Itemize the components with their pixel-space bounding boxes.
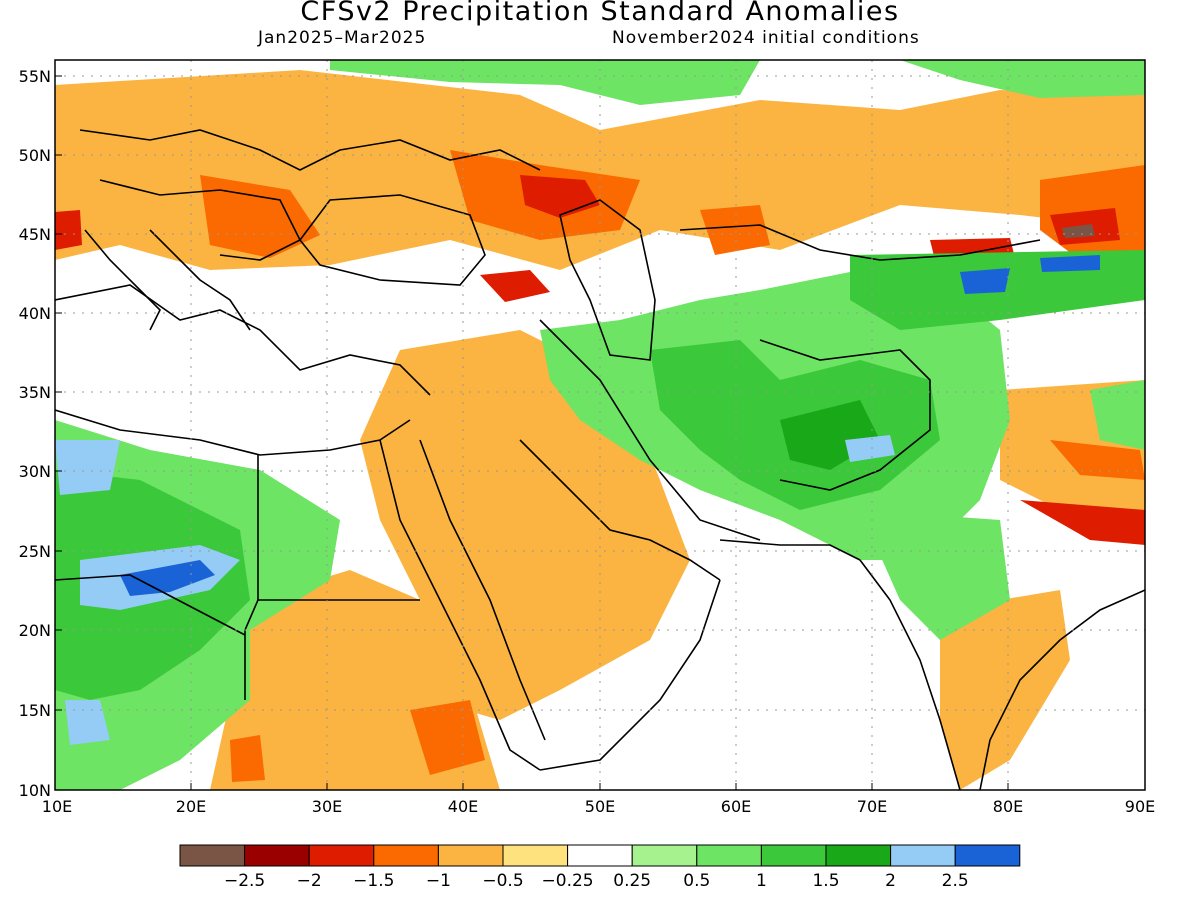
dry-west-edge bbox=[55, 210, 82, 250]
legend-swatch bbox=[696, 844, 762, 867]
lat-tick: 20N bbox=[19, 621, 51, 640]
legend-swatch bbox=[308, 844, 375, 867]
legend-swatch bbox=[567, 844, 633, 867]
wet-india-northeast bbox=[860, 510, 1010, 640]
legend-label: −0.5 bbox=[482, 871, 523, 891]
lon-tick: 20E bbox=[176, 797, 206, 816]
legend-label: 1 bbox=[756, 871, 767, 891]
legend-swatch bbox=[760, 844, 827, 867]
dry-africa-core bbox=[410, 700, 485, 775]
lon-tick: 60E bbox=[721, 797, 751, 816]
lat-tick: 40N bbox=[19, 304, 51, 323]
legend-swatch bbox=[890, 844, 956, 867]
lon-tick: 30E bbox=[312, 797, 342, 816]
lat-tick-marks bbox=[55, 75, 62, 711]
afghan-border bbox=[759, 339, 931, 491]
pakistan-coast bbox=[719, 539, 861, 561]
iran-border bbox=[539, 319, 761, 541]
black-sea bbox=[298, 194, 486, 286]
legend-label: −1.5 bbox=[353, 871, 394, 891]
legend-swatch bbox=[244, 844, 310, 867]
wet-kyrgyz-core-2 bbox=[1040, 255, 1100, 272]
longitude-axis: 10E 20E 30E 40E 50E 60E 70E 80E 90E bbox=[42, 797, 1155, 816]
lat-tick: 45N bbox=[19, 225, 51, 244]
legend-label: −0.25 bbox=[542, 871, 594, 891]
graticule bbox=[55, 60, 1145, 790]
legend-swatch bbox=[179, 844, 246, 867]
dry-tibet-core bbox=[1050, 440, 1145, 480]
dry-africa-core-2 bbox=[230, 735, 265, 782]
lon-tick: 70E bbox=[857, 797, 887, 816]
legend-swatch bbox=[502, 844, 569, 867]
legend-label: −2.5 bbox=[224, 871, 265, 891]
initial-conditions: November2024 initial conditions bbox=[612, 28, 920, 48]
europe-borders-2 bbox=[99, 179, 302, 261]
legend-swatch bbox=[437, 844, 504, 867]
legend-label: 0.25 bbox=[613, 871, 651, 891]
legend-swatch bbox=[825, 844, 892, 867]
lon-tick: 50E bbox=[585, 797, 615, 816]
coastlines bbox=[55, 129, 1145, 790]
wet-libya-light bbox=[55, 440, 120, 495]
egypt-libya-border bbox=[244, 455, 259, 700]
balkan-coast bbox=[149, 229, 251, 331]
dry-india bbox=[940, 590, 1070, 790]
dry-europe-core-1 bbox=[200, 175, 320, 258]
italy bbox=[84, 229, 161, 331]
legend-label: 2 bbox=[885, 871, 896, 891]
wet-afghan-light bbox=[845, 435, 895, 462]
lat-tick: 10N bbox=[19, 781, 51, 800]
legend-swatch bbox=[373, 844, 439, 867]
arabia-south bbox=[539, 579, 721, 771]
wet-north-strip bbox=[330, 60, 760, 105]
caspian-sea bbox=[559, 199, 656, 361]
color-legend: −2.5 −2 −1.5 −1 −0.5 −0.25 0.25 0.5 1 1.5 2 2.5 bbox=[179, 844, 1021, 891]
lon-tick: 90E bbox=[1125, 797, 1155, 816]
lon-tick: 80E bbox=[993, 797, 1023, 816]
red-sea bbox=[379, 439, 541, 771]
wet-northeast-strip bbox=[900, 60, 1145, 98]
lat-tick: 30N bbox=[19, 462, 51, 481]
lon-tick: 40E bbox=[448, 797, 478, 816]
legend-swatch bbox=[954, 844, 1021, 867]
legend-label: −2 bbox=[297, 871, 322, 891]
india-west-coast bbox=[859, 559, 961, 790]
anomaly-field bbox=[55, 60, 1145, 790]
lon-tick: 10E bbox=[42, 797, 72, 816]
kazakh-border bbox=[679, 224, 1041, 261]
map-title: CFSv2 Precipitation Standard Anomalies bbox=[300, 0, 900, 27]
latitude-axis: 55N 50N 45N 40N 35N 30N 25N 20N 15N 10N bbox=[19, 67, 51, 800]
mediterranean-north bbox=[55, 284, 431, 396]
lat-tick: 55N bbox=[19, 67, 51, 86]
dry-himalaya bbox=[1020, 500, 1145, 545]
lat-tick: 25N bbox=[19, 542, 51, 561]
wet-east-edge bbox=[1090, 380, 1145, 450]
lat-tick: 50N bbox=[19, 146, 51, 165]
wet-north-africa-max bbox=[120, 560, 215, 596]
lat-tick: 35N bbox=[19, 383, 51, 402]
lat-tick: 15N bbox=[19, 701, 51, 720]
india-east-coast bbox=[979, 589, 1145, 790]
legend-label: −1 bbox=[426, 871, 451, 891]
legend-swatch bbox=[631, 844, 698, 867]
forecast-period: Jan2025–Mar2025 bbox=[258, 28, 427, 48]
dry-caucasus bbox=[480, 270, 550, 302]
legend-label: 0.5 bbox=[683, 871, 710, 891]
persian-gulf bbox=[519, 439, 721, 581]
wet-sahel-light bbox=[65, 700, 110, 745]
chad-border bbox=[55, 574, 246, 636]
europe-borders bbox=[79, 129, 541, 171]
legend-label: 1.5 bbox=[812, 871, 839, 891]
red-sea-east bbox=[419, 439, 546, 741]
lon-tick-marks bbox=[190, 783, 1009, 790]
legend-label: 2.5 bbox=[942, 871, 969, 891]
wet-kyrgyz-core bbox=[960, 268, 1010, 294]
dry-kazakh bbox=[700, 205, 770, 255]
dry-east-max bbox=[1062, 224, 1095, 238]
